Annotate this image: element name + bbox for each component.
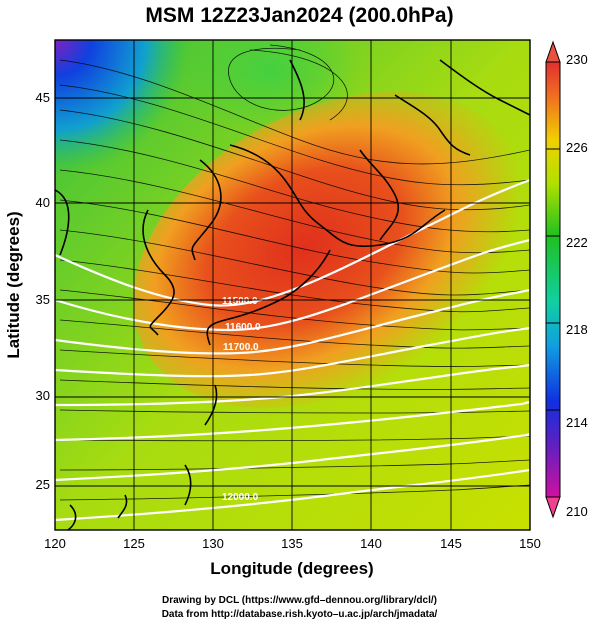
map-gridlines: [55, 40, 530, 530]
colorbar-min-arrow: [545, 496, 561, 519]
colorbar-scale: [545, 61, 561, 498]
contour-label-11600: 11600.0: [225, 322, 261, 333]
x-tick-150: 150: [519, 536, 541, 551]
colorbar-tick-214: 214: [566, 415, 588, 430]
x-tick-140: 140: [360, 536, 382, 551]
x-tick-120: 120: [44, 536, 66, 551]
x-tick-125: 125: [123, 536, 145, 551]
coastlines: [55, 59, 530, 530]
height-contours: [55, 178, 530, 522]
y-tick-45: 45: [36, 90, 50, 105]
x-axis-label: Longitude (degrees): [210, 559, 373, 578]
credit-drawing: Drawing by DCL (https://www.gfd–dennou.o…: [161, 595, 437, 606]
y-axis-label: Latitude (degrees): [4, 211, 23, 358]
y-tick-30: 30: [36, 388, 50, 403]
colorbar: 210 214 218 222 226 230: [545, 40, 588, 519]
plot-frame: [54, 39, 531, 531]
colorbar-tick-230: 230: [566, 52, 588, 67]
y-tick-25: 25: [36, 477, 50, 492]
contour-label-11500: 11500.0: [222, 296, 258, 307]
map-title: MSM 12Z23Jan2024 (200.0hPa): [145, 4, 454, 27]
x-tick-130: 130: [202, 536, 224, 551]
contour-label-11700: 11700.0: [223, 342, 259, 353]
colorbar-tick-218: 218: [566, 322, 588, 337]
y-tick-40: 40: [36, 195, 50, 210]
x-tick-145: 145: [440, 536, 462, 551]
colorbar-max-arrow: [545, 40, 561, 63]
colorbar-tick-222: 222: [566, 235, 588, 250]
y-axis-ticks: 25 30 35 40 45: [36, 90, 50, 492]
x-tick-135: 135: [281, 536, 303, 551]
colorbar-tick-226: 226: [566, 140, 588, 155]
y-tick-35: 35: [36, 292, 50, 307]
colorbar-tick-210: 210: [566, 504, 588, 519]
x-axis-ticks: 120 125 130 135 140 145 150: [44, 536, 541, 551]
credit-data-source: Data from http://database.rish.kyoto–u.a…: [161, 609, 438, 620]
contour-label-12000: 12000.0: [222, 492, 259, 503]
wind-streamlines: [59, 44, 530, 501]
contour-labels: 11500.0 11600.0 11700.0 12000.0: [222, 296, 261, 503]
